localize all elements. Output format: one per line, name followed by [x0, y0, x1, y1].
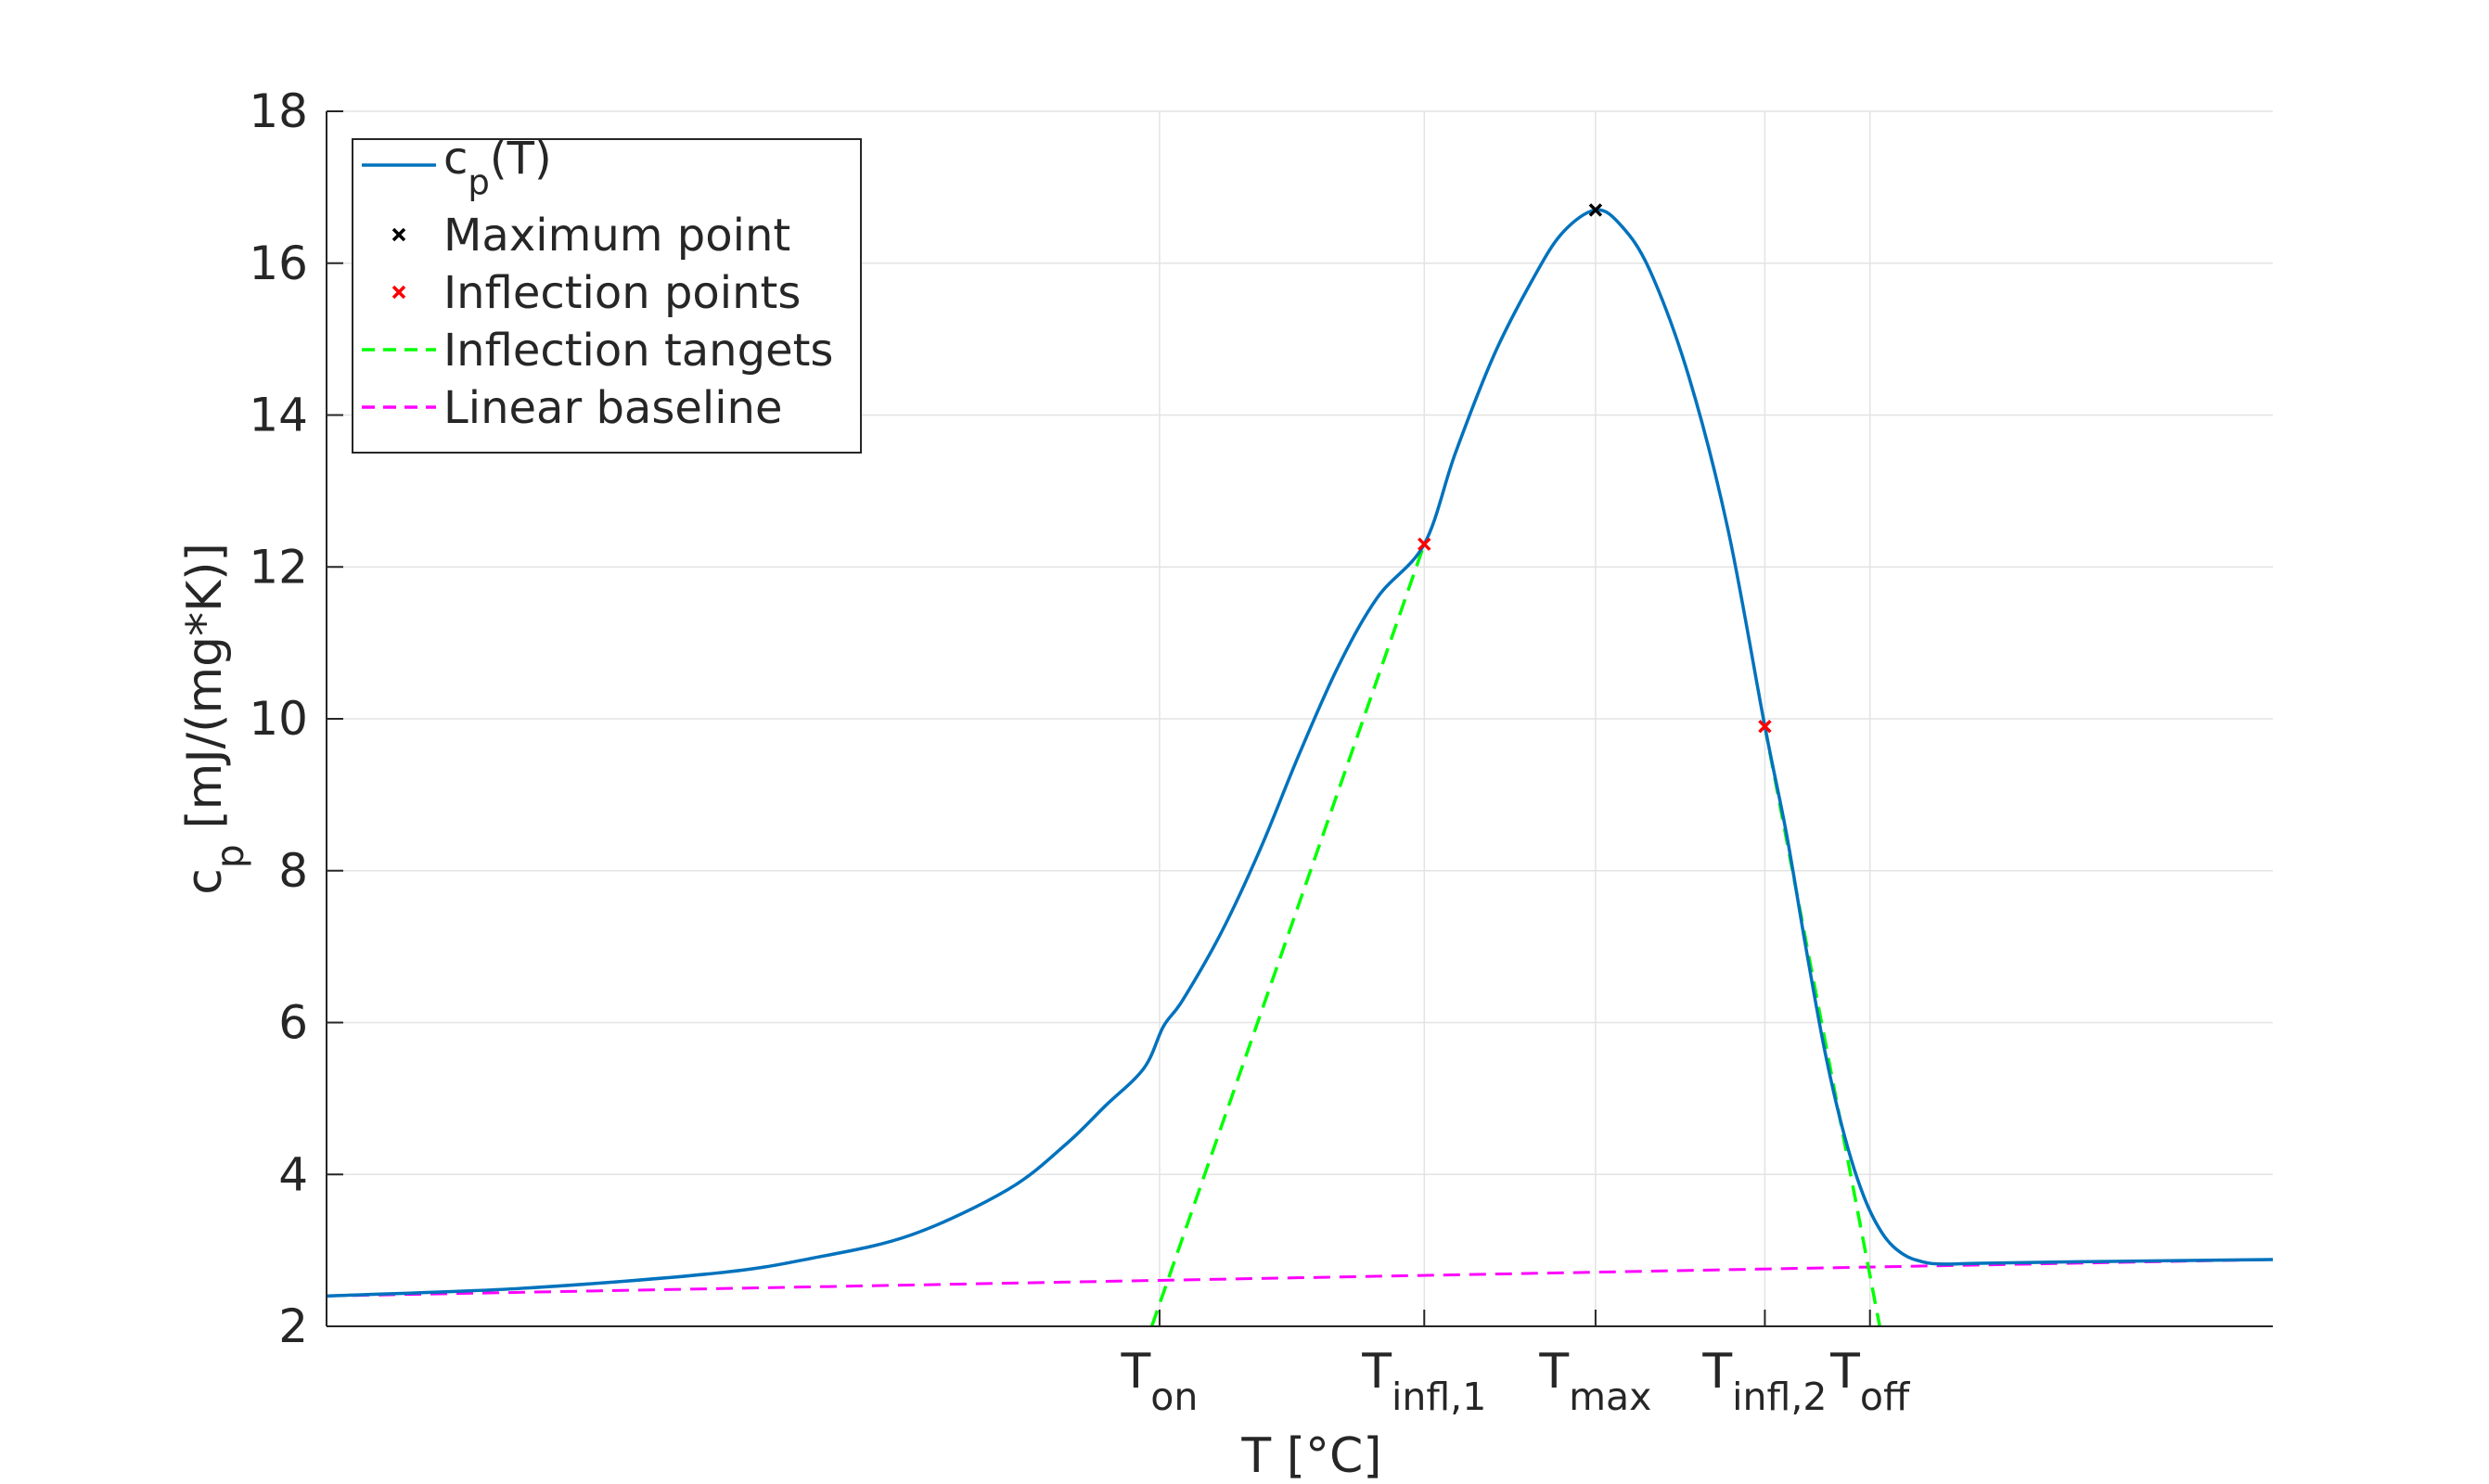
maximum-point-marker: [1588, 203, 1603, 217]
y-tick-label: 2: [278, 1299, 308, 1353]
y-tick-label: 18: [249, 84, 308, 138]
tangent-line-1: [1149, 544, 1426, 1327]
x-axis-label: T [°C]: [1240, 1428, 1381, 1484]
x-tick-label: Ton: [1121, 1344, 1199, 1419]
y-tick-label: 4: [278, 1147, 308, 1201]
inflection-point-marker: [1758, 719, 1772, 734]
legend-label: Linear baseline: [443, 382, 782, 434]
y-tick-label: 12: [249, 540, 308, 594]
plot-area: [326, 203, 2274, 1327]
legend-label: Inflection points: [443, 267, 801, 319]
x-tick-label: Tmax: [1538, 1344, 1651, 1419]
x-tick-label: Toff: [1829, 1344, 1911, 1419]
y-tick-label: 14: [249, 389, 308, 442]
baseline-line: [326, 1258, 2274, 1298]
legend-swatch-marker: [391, 227, 406, 242]
inflection-point-marker: [1418, 537, 1431, 551]
y-tick-label: 8: [278, 844, 308, 898]
y-axis-label-text: cp [mJ/(mg*K)]: [177, 543, 252, 895]
axes: 2 4 6 8 10 12 14 16 18 Ton Tinfl,1 Tmax Tinfl,2 Toff: [249, 84, 2273, 1419]
y-tick-label: 6: [278, 996, 308, 1050]
legend-label: Inflection tangets: [443, 325, 833, 377]
y-tick-label: 16: [249, 237, 308, 290]
y-axis-label: cp [mJ/(mg*K)]: [177, 543, 252, 895]
x-tick-label: Tinfl,1: [1361, 1344, 1486, 1419]
cp-curve: [326, 208, 2274, 1298]
legend-box: [352, 138, 862, 454]
x-tick-label: Tinfl,2: [1701, 1344, 1827, 1419]
y-tick-label: 10: [249, 692, 308, 746]
legend-swatch-marker: [391, 285, 406, 300]
tangent-line-2: [1763, 725, 1881, 1327]
legend-label: Maximum point: [443, 210, 790, 262]
legend-label: cp(T): [443, 133, 552, 202]
